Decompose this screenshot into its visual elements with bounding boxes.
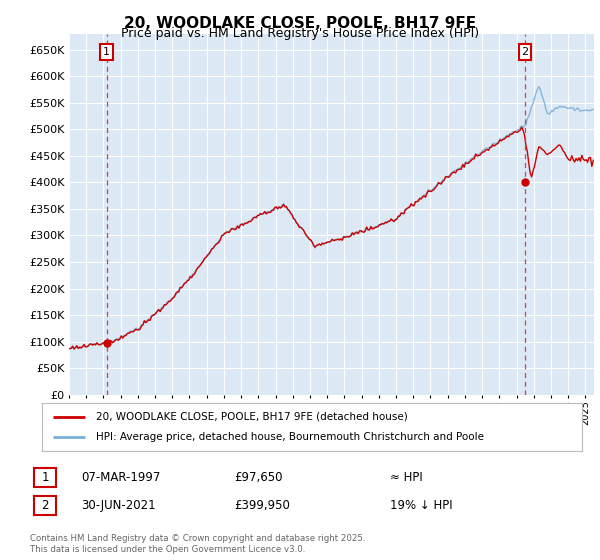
Text: 1: 1 <box>103 47 110 57</box>
Text: ≈ HPI: ≈ HPI <box>390 470 423 484</box>
Text: £97,650: £97,650 <box>234 470 283 484</box>
Text: HPI: Average price, detached house, Bournemouth Christchurch and Poole: HPI: Average price, detached house, Bour… <box>96 432 484 442</box>
Text: 20, WOODLAKE CLOSE, POOLE, BH17 9FE (detached house): 20, WOODLAKE CLOSE, POOLE, BH17 9FE (det… <box>96 412 408 422</box>
Text: 2: 2 <box>41 498 49 512</box>
Text: 20, WOODLAKE CLOSE, POOLE, BH17 9FE: 20, WOODLAKE CLOSE, POOLE, BH17 9FE <box>124 16 476 31</box>
Text: 2: 2 <box>521 47 529 57</box>
Text: 19% ↓ HPI: 19% ↓ HPI <box>390 498 452 512</box>
Text: 30-JUN-2021: 30-JUN-2021 <box>81 498 155 512</box>
Text: 1: 1 <box>41 470 49 484</box>
Text: £399,950: £399,950 <box>234 498 290 512</box>
Text: 07-MAR-1997: 07-MAR-1997 <box>81 470 160 484</box>
Text: Contains HM Land Registry data © Crown copyright and database right 2025.
This d: Contains HM Land Registry data © Crown c… <box>30 534 365 554</box>
Text: Price paid vs. HM Land Registry's House Price Index (HPI): Price paid vs. HM Land Registry's House … <box>121 27 479 40</box>
